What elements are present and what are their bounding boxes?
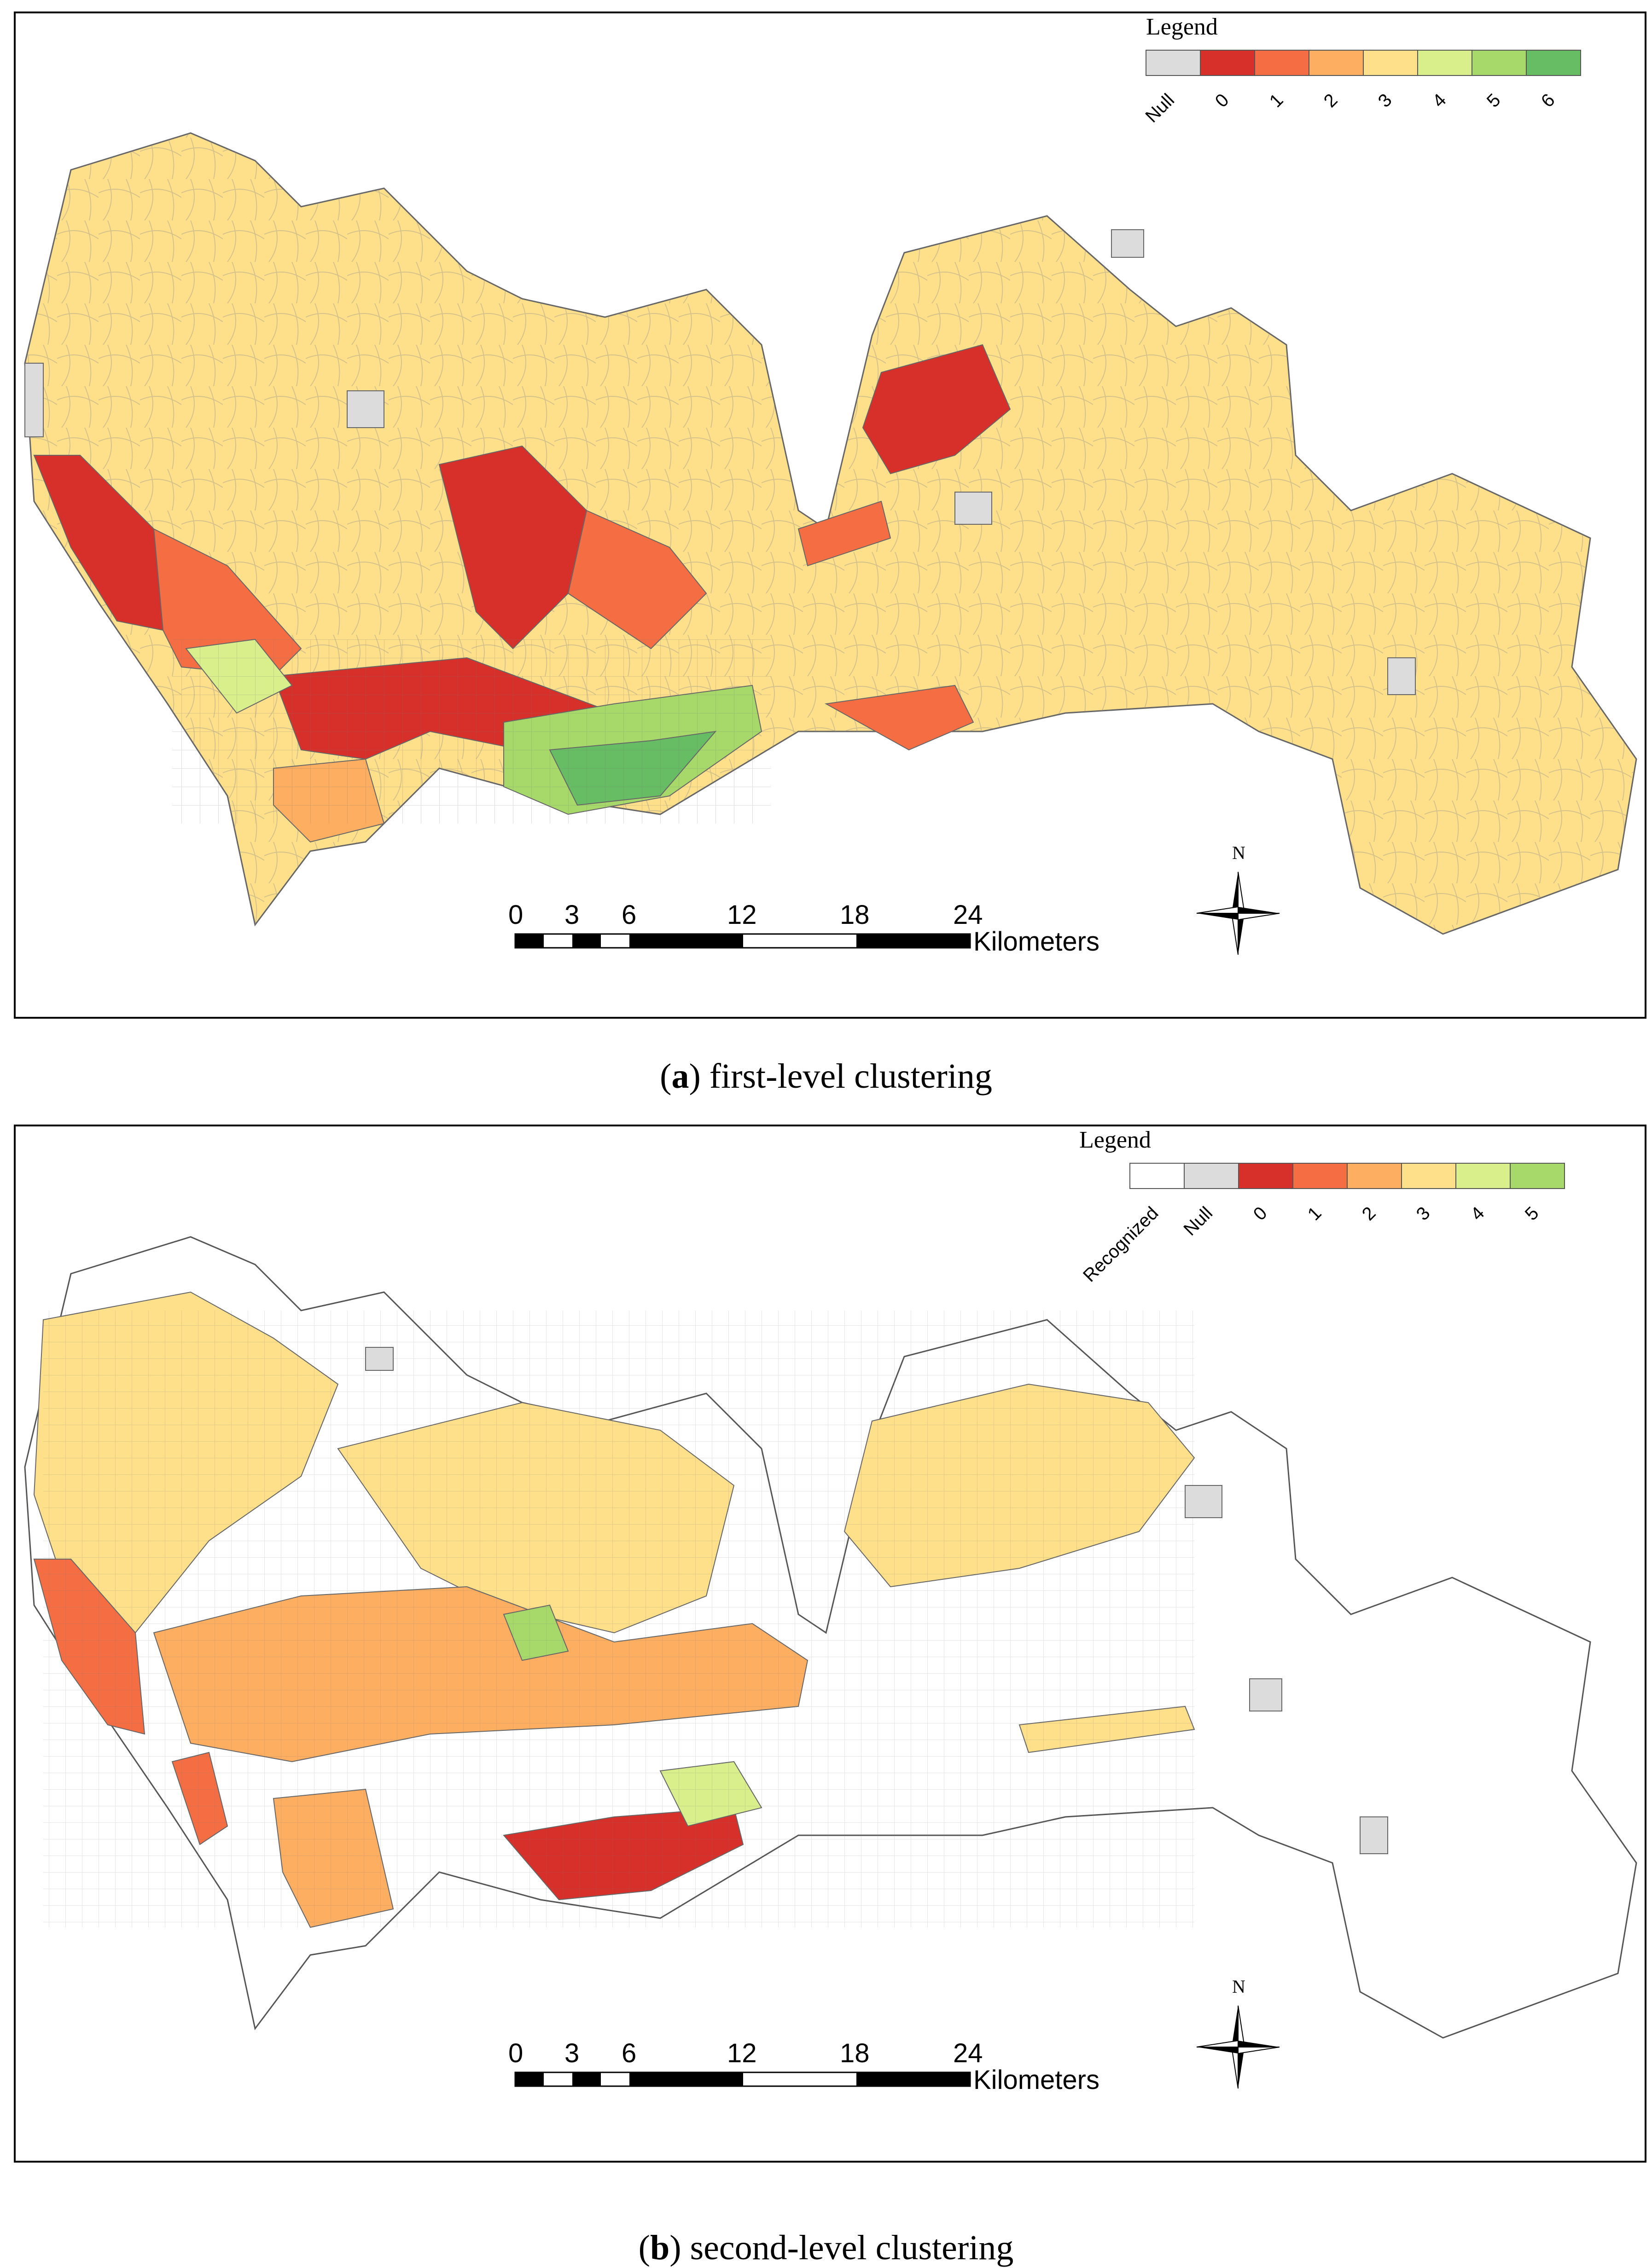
scale-tick: 0 [508,900,524,930]
region-null-2 [954,492,992,525]
region-null-4 [365,1347,394,1371]
scale-tick: 3 [564,900,580,930]
scale-tick: 6 [622,2038,637,2068]
legend-swatch [1347,1163,1402,1189]
legend-swatch [1417,50,1472,76]
legend-swatch [1401,1163,1456,1189]
scale-unit: Kilometers [973,2065,1099,2095]
map-first-level [24,50,1637,955]
north-label: N [1232,842,1245,863]
north-arrow-icon [1196,2005,1280,2089]
legend-swatch [1455,1163,1511,1189]
scale-tick: 18 [840,2038,870,2068]
scale-tick: 6 [622,900,637,930]
scale-bar [514,2071,971,2087]
scale-tick: 0 [508,2038,524,2068]
region-cluster-1-central [567,510,707,650]
legend-swatch [1472,50,1527,76]
legend-swatch [1146,50,1201,76]
region-null-2 [1249,1678,1282,1711]
map-panel-first-level: Legend Null 0 1 2 3 4 5 6 0 3 6 12 18 24 Kilome… [14,12,1646,1019]
legend-swatch [1309,50,1364,76]
scale-bar [514,933,971,949]
caption-text: ) first-level clustering [689,1057,992,1096]
legend-swatch [1363,50,1418,76]
region-null-3 [1360,1816,1388,1854]
region-null-1 [1111,229,1144,258]
region-cluster-1-east [797,500,891,567]
map-panel-second-level: Legend Recognized Null 0 1 2 3 4 5 0 3 6 12 18 … [14,1125,1646,2163]
legend-swatch [1184,1163,1239,1189]
scale-tick: 12 [727,2038,757,2068]
legend-title: Legend [1146,14,1218,40]
legend-swatches [1129,1163,1565,1189]
region-cluster-1-southeast [824,684,974,751]
legend-swatch [1510,1163,1565,1189]
legend-swatch [1129,1163,1185,1189]
caption-letter: b [650,2228,670,2267]
caption-text: ) second-level clustering [669,2228,1014,2267]
legend-title: Legend [1079,1127,1151,1153]
legend-swatches [1146,50,1581,76]
legend-swatch [1254,50,1309,76]
region-cluster-0-northeast [862,344,1011,475]
scale-tick: 12 [727,900,757,930]
region-null-1 [1185,1485,1222,1518]
legend-swatch [1526,50,1581,76]
scale-tick: 18 [840,900,870,930]
north-label: N [1232,1976,1245,1997]
caption-b: (b) second-level clustering [638,2228,1014,2267]
region-null-5 [1387,657,1416,695]
caption-letter: a [671,1057,689,1096]
legend-swatch [1200,50,1255,76]
legend-swatch [1238,1163,1293,1189]
scale-tick: 3 [564,2038,580,2068]
region-null-3 [347,390,384,428]
scale-tick: 24 [953,2038,983,2068]
north-arrow-icon [1196,871,1280,955]
scale-tick: 24 [953,900,983,930]
caption-a: (a) first-level clustering [660,1057,992,1096]
legend-swatch [1292,1163,1348,1189]
scale-unit: Kilometers [973,927,1099,957]
region-null-4 [24,363,44,437]
map-second-level [24,1163,1637,2089]
